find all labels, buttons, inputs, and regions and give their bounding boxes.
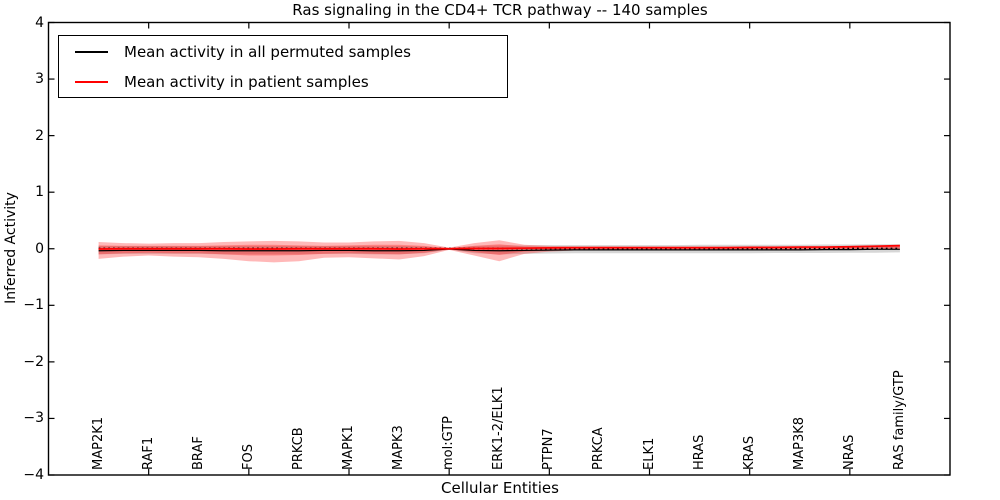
y-tick-label: 4 — [35, 14, 44, 31]
x-axis-label: Cellular Entities — [441, 479, 559, 497]
y-tick-label: −3 — [23, 410, 44, 427]
patient_mean-line — [98, 244, 900, 250]
entity-label: PTPN7 — [541, 428, 557, 470]
entity-label: FOS — [240, 444, 256, 470]
y-tick-label: 0 — [35, 240, 44, 257]
entity-label: ERK1-2/ELK1 — [491, 386, 507, 470]
entity-label: MAPK3 — [391, 425, 407, 470]
entity-label: ELK1 — [641, 437, 657, 470]
y-tick-label: −2 — [23, 353, 44, 370]
permuted-line-swatch — [75, 50, 108, 53]
entity-label: MAP2K1 — [90, 416, 106, 470]
y-tick-label: −4 — [23, 467, 44, 483]
entity-label: MAP3K8 — [791, 416, 807, 470]
y-tick-label: 3 — [35, 71, 44, 88]
y-tick-label: −1 — [23, 297, 44, 314]
entity-label: RAF1 — [140, 436, 156, 470]
y-tick-label: 1 — [35, 184, 44, 201]
entity-label: mol:GTP — [441, 416, 457, 470]
entity-label: HRAS — [691, 434, 707, 470]
legend-item-patient: Mean activity in patient samples — [59, 67, 507, 97]
permuted_mean-line — [98, 248, 900, 252]
legend-label-patient: Mean activity in patient samples — [124, 72, 369, 91]
entity-label: NRAS — [841, 434, 857, 470]
entity-label: MAPK1 — [341, 425, 356, 470]
entity-label: PRKCA — [591, 427, 607, 470]
legend-label-permuted: Mean activity in all permuted samples — [124, 42, 411, 61]
entity-label: KRAS — [741, 435, 757, 470]
entity-label: RAS family/GTP — [891, 370, 907, 470]
y-tick-label: 2 — [35, 127, 44, 144]
patient-line-swatch — [75, 80, 108, 83]
legend-item-permuted: Mean activity in all permuted samples — [59, 37, 507, 67]
entity-label: BRAF — [190, 436, 206, 470]
chart-title: Ras signaling in the CD4+ TCR pathway --… — [292, 1, 708, 19]
legend-box: Mean activity in all permuted samples Me… — [58, 35, 508, 98]
entity-label: PRKCB — [290, 427, 306, 470]
